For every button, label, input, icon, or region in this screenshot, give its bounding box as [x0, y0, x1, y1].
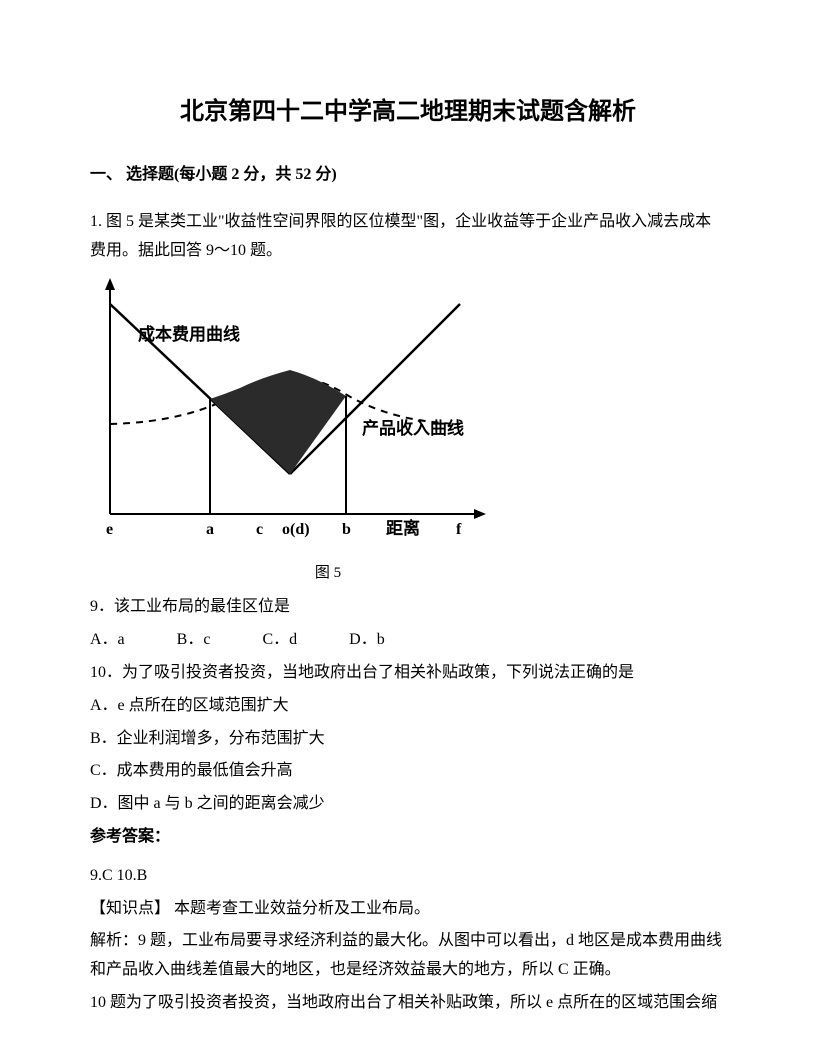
- q9-opt-b: B．c: [177, 626, 211, 655]
- q10-stem: 10．为了吸引投资者投资，当地政府出台了相关补贴政策，下列说法正确的是: [90, 659, 726, 688]
- q9-options: A．a B．c C．d D．b: [90, 626, 726, 655]
- q9-opt-c: C．d: [262, 626, 297, 655]
- figure-5: 成本费用曲线 产品收入曲线 e a c o(d) b 距离 f 图 5: [90, 274, 726, 588]
- cost-curve-label: 成本费用曲线: [138, 324, 240, 344]
- axis-o: o(d): [282, 521, 310, 538]
- cost-income-chart: 成本费用曲线 产品收入曲线 e a c o(d) b 距离 f: [90, 274, 490, 548]
- page-title: 北京第四十二中学高二地理期末试题含解析: [90, 90, 726, 133]
- figure-caption: 图 5: [0, 560, 726, 587]
- x-axis-label: 距离: [386, 518, 420, 538]
- axis-c: c: [256, 521, 263, 538]
- q9-opt-d: D．b: [349, 626, 385, 655]
- axis-e: e: [106, 521, 113, 538]
- q9-opt-a: A．a: [90, 626, 125, 655]
- axis-f: f: [456, 521, 462, 538]
- explain-10: 10 题为了吸引投资者投资，当地政府出台了相关补贴政策，所以 e 点所在的区域范…: [90, 989, 726, 1018]
- axis-a: a: [206, 521, 214, 538]
- axis-b: b: [342, 521, 351, 538]
- q10-opt-b: B．企业利润增多，分布范围扩大: [90, 725, 726, 754]
- section-header: 一、 选择题(每小题 2 分，共 52 分): [90, 161, 726, 190]
- q10-opt-d: D．图中 a 与 b 之间的距离会减少: [90, 790, 726, 819]
- q9-stem: 9．该工业布局的最佳区位是: [90, 593, 726, 622]
- knowledge-point: 【知识点】 本题考查工业效益分析及工业布局。: [90, 895, 726, 924]
- income-curve-label: 产品收入曲线: [362, 418, 464, 438]
- answers: 9.C 10.B: [90, 862, 726, 891]
- answer-label: 参考答案：: [90, 823, 726, 852]
- explain-9: 解析：9 题，工业布局要寻求经济利益的最大化。从图中可以看出，d 地区是成本费用…: [90, 927, 726, 985]
- q10-opt-c: C．成本费用的最低值会升高: [90, 757, 726, 786]
- question-intro: 1. 图 5 是某类工业"收益性空间界限的区位模型"图，企业收益等于企业产品收入…: [90, 208, 726, 266]
- q10-opt-a: A．e 点所在的区域范围扩大: [90, 692, 726, 721]
